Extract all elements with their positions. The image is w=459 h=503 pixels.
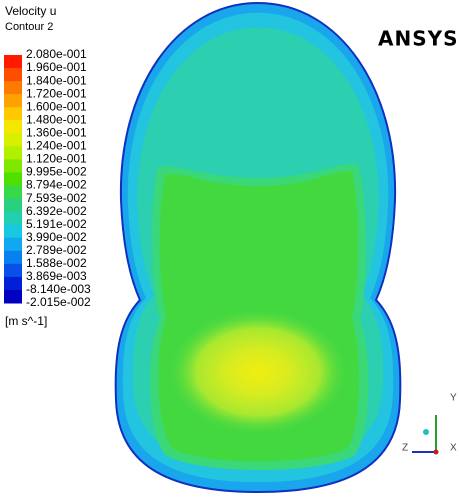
- colorbar-label: 5.191e-002: [26, 217, 87, 231]
- colorbar-label: 6.392e-002: [26, 204, 87, 218]
- legend-unit: [m s^-1]: [5, 314, 47, 328]
- colorbar-band: [4, 81, 22, 95]
- colorbar-band: [4, 263, 22, 278]
- x-axis-label: X: [450, 443, 457, 454]
- z-axis-label: Z: [402, 443, 408, 454]
- colorbar-label: 1.840e-001: [26, 73, 87, 87]
- triad-sphere: [423, 429, 429, 435]
- legend: Velocity u Contour 2 2.080e-0011.960e-00…: [4, 4, 91, 328]
- x-axis-dot: [433, 449, 439, 455]
- colorbar-band: [4, 211, 22, 226]
- legend-subtitle: Contour 2: [5, 21, 53, 33]
- colorbar-label: 8.794e-002: [26, 178, 87, 192]
- colorbar-band: [4, 250, 22, 265]
- colorbar-label: -2.015e-002: [26, 295, 91, 309]
- colorbar-label: 1.588e-002: [26, 256, 87, 270]
- colorbar-label: 7.593e-002: [26, 191, 87, 205]
- colorbar-label: 1.720e-001: [26, 86, 87, 100]
- colorbar-band: [4, 159, 22, 173]
- colorbar-band: [4, 68, 22, 82]
- contour-field: [114, 1, 402, 494]
- colorbar-band: [4, 198, 22, 213]
- colorbar-band: [4, 172, 22, 187]
- colorbar-label: -8.140e-003: [26, 282, 91, 296]
- colorbar-band: [4, 107, 22, 121]
- colorbar-band: [4, 185, 22, 200]
- colorbar-label: 1.240e-001: [26, 139, 87, 153]
- colorbar: 2.080e-0011.960e-0011.840e-0011.720e-001…: [4, 47, 91, 309]
- colorbar-band: [4, 224, 22, 239]
- colorbar-label: 3.990e-002: [26, 230, 87, 244]
- colorbar-band: [4, 237, 22, 252]
- colorbar-label: 2.789e-002: [26, 243, 87, 257]
- colorbar-band: [4, 276, 22, 291]
- colorbar-band: [4, 133, 22, 147]
- logo: ANSYS: [378, 27, 459, 51]
- legend-title: Velocity u: [5, 4, 56, 18]
- colorbar-label: 9.995e-002: [26, 165, 87, 179]
- colorbar-band: [4, 146, 22, 160]
- colorbar-label: 2.080e-001: [26, 47, 87, 61]
- colorbar-band: [4, 289, 22, 304]
- y-axis-label: Y: [450, 393, 457, 404]
- axis-triad: Y Z X: [402, 393, 457, 455]
- colorbar-label: 1.480e-001: [26, 112, 87, 126]
- colorbar-band: [4, 55, 22, 69]
- colorbar-label: 1.120e-001: [26, 152, 87, 166]
- colorbar-band: [4, 120, 22, 134]
- colorbar-label: 1.960e-001: [26, 60, 87, 74]
- velocity-peak: [170, 310, 346, 434]
- colorbar-band: [4, 94, 22, 108]
- colorbar-label: 1.600e-001: [26, 99, 87, 113]
- colorbar-label: 3.869e-003: [26, 269, 87, 283]
- colorbar-label: 1.360e-001: [26, 125, 87, 139]
